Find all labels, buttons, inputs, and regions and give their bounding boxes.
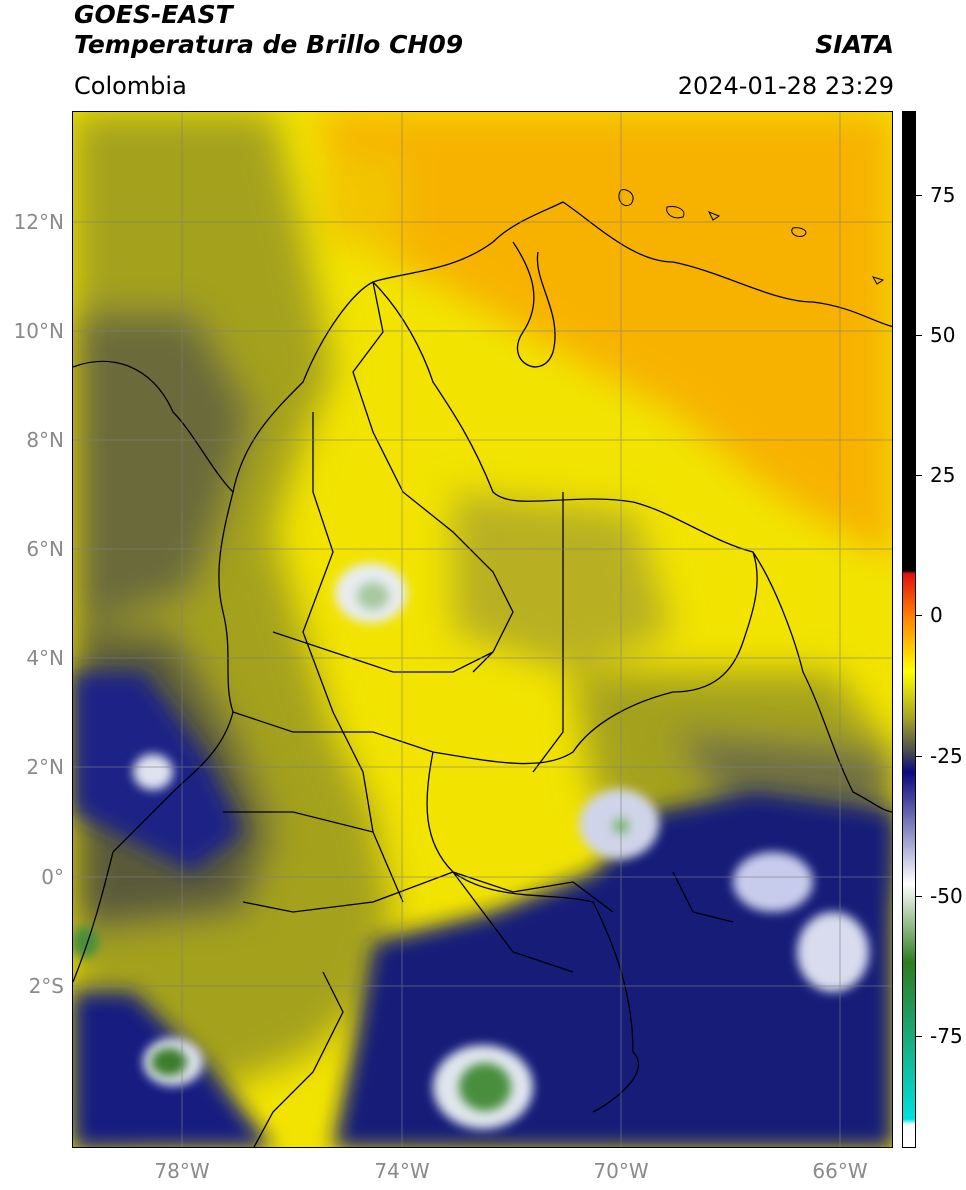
map-title-product: Temperatura de Brillo CH09 bbox=[74, 30, 464, 59]
timestamp-label: 2024-01-28 23:29 bbox=[677, 72, 894, 100]
colorbar-tick-label: 75 bbox=[930, 183, 956, 207]
lat-label: 0° bbox=[41, 865, 64, 889]
lat-label: 2°S bbox=[28, 974, 64, 998]
colorbar-tick-label: -25 bbox=[930, 744, 963, 768]
map-title-satellite: GOES-EAST bbox=[74, 0, 233, 29]
lon-label: 66°W bbox=[812, 1159, 868, 1183]
region-label: Colombia bbox=[74, 72, 187, 100]
brightness-temperature-field bbox=[73, 112, 892, 1147]
colorbar-tick bbox=[916, 335, 922, 336]
colorbar-tick-label: 0 bbox=[930, 603, 943, 627]
lat-label: 4°N bbox=[26, 646, 64, 670]
caribbean-islands bbox=[618, 189, 885, 285]
colorbar-tick bbox=[916, 896, 922, 897]
lat-label: 12°N bbox=[13, 210, 64, 234]
lon-label: 74°W bbox=[374, 1159, 430, 1183]
lat-label: 2°N bbox=[26, 755, 64, 779]
colorbar bbox=[902, 111, 916, 1148]
organization-label: SIATA bbox=[815, 30, 894, 59]
coastlines-and-borders bbox=[73, 201, 892, 1147]
colorbar-tick-label: -75 bbox=[930, 1024, 963, 1048]
colorbar-tick-label: 50 bbox=[930, 323, 956, 347]
colorbar-tick-label: -50 bbox=[930, 884, 963, 908]
lat-label: 6°N bbox=[26, 537, 64, 561]
colorbar-tick bbox=[916, 615, 922, 616]
colorbar-tick-label: 25 bbox=[930, 463, 956, 487]
colorbar-tick bbox=[916, 756, 922, 757]
colorbar-tick bbox=[916, 1036, 922, 1037]
lat-label: 8°N bbox=[26, 428, 64, 452]
lon-label: 70°W bbox=[593, 1159, 649, 1183]
graticule bbox=[73, 112, 892, 1147]
colorbar-tick bbox=[916, 195, 922, 196]
colorbar-tick bbox=[916, 475, 922, 476]
satellite-map[interactable] bbox=[72, 111, 893, 1148]
lat-label: 10°N bbox=[13, 319, 64, 343]
lon-label: 78°W bbox=[154, 1159, 210, 1183]
